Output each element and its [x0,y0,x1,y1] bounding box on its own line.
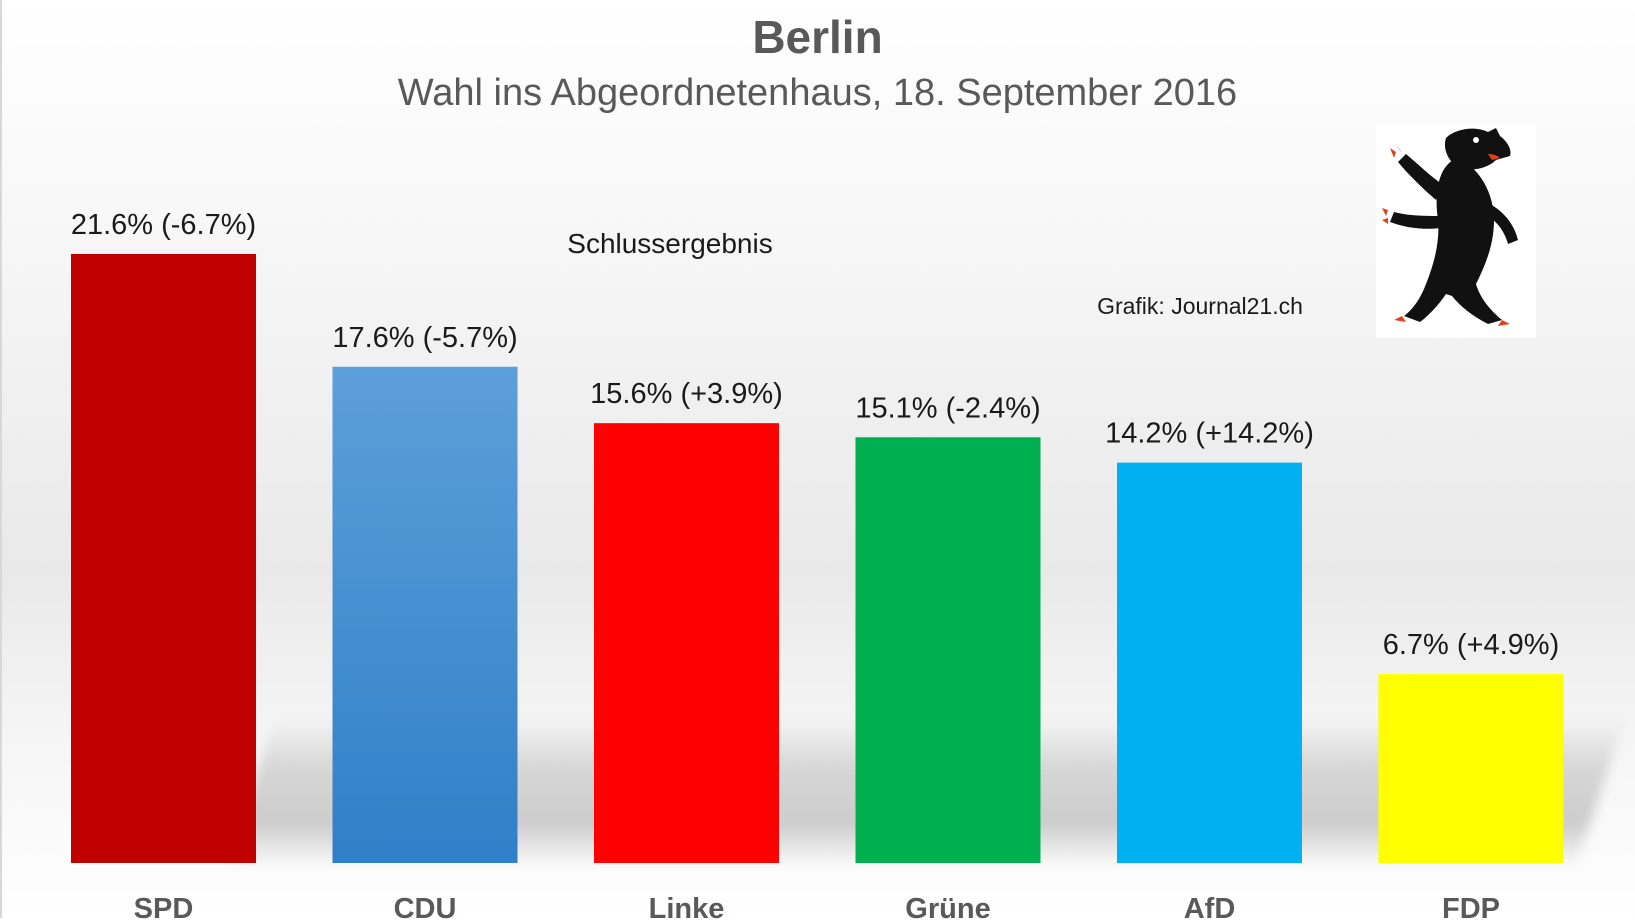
data-label-grüne: 15.1% (-2.4%) [855,392,1040,424]
bar-spd [71,254,256,863]
data-label-cdu: 17.6% (-5.7%) [332,322,517,354]
data-label-linke: 15.6% (+3.9%) [590,378,783,410]
berlin-bear-icon [1376,124,1536,338]
data-label-fdp: 6.7% (+4.9%) [1383,629,1560,661]
bar-cdu [332,366,518,863]
bar-afd [1117,462,1302,863]
category-label-fdp: FDP [1442,893,1500,920]
chart-subtitle: Wahl ins Abgeordnetenhaus, 18. September… [397,72,1238,114]
category-label-grüne: Grüne [905,893,990,920]
category-label-linke: Linke [649,893,725,920]
category-label-afd: AfD [1184,893,1236,920]
category-label-cdu: CDU [394,893,457,920]
data-label-afd: 14.2% (+14.2%) [1105,418,1314,450]
data-label-spd: 21.6% (-6.7%) [71,209,256,241]
bar-grüne [855,437,1041,863]
chart-title: Berlin [752,11,883,63]
result-note: Schlussergebnis [567,228,773,259]
category-label-spd: SPD [134,893,194,920]
bar-fdp [1378,674,1564,863]
bar-linke [594,423,779,863]
graphic-credit: Grafik: Journal21.ch [1097,293,1303,319]
